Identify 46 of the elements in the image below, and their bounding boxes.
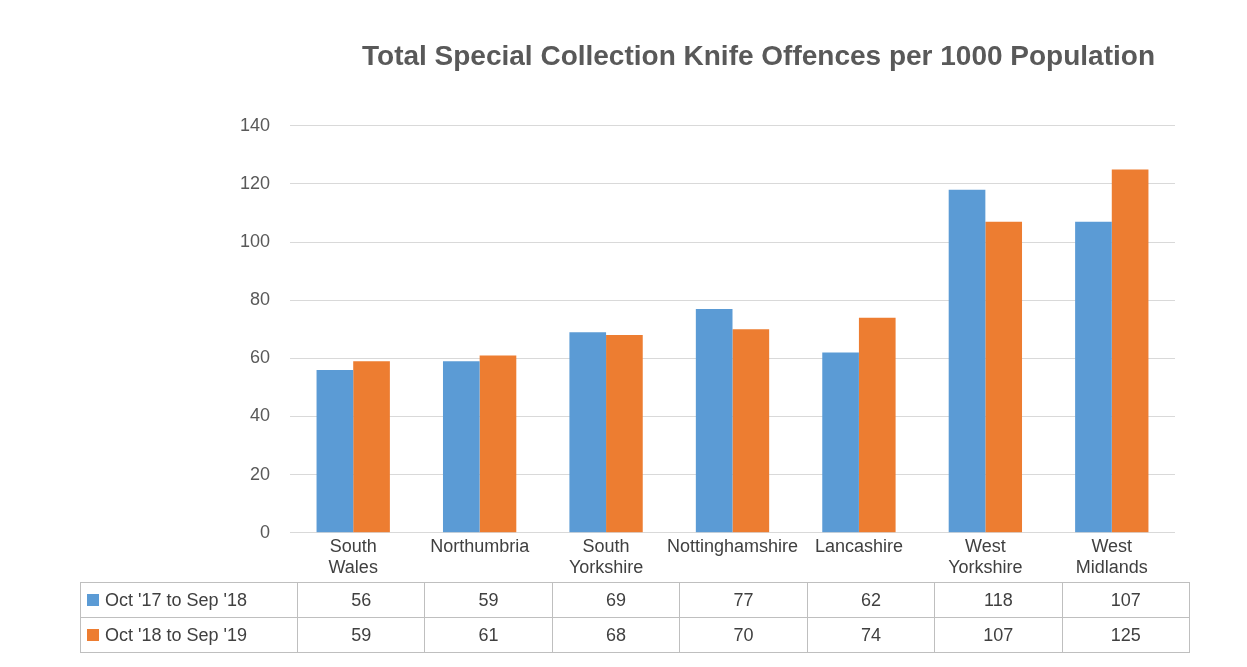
legend-label: Oct '17 to Sep '18 [80,582,298,618]
bar [858,317,896,533]
bar [695,308,733,533]
bar [353,361,390,533]
chart-title: Total Special Collection Knife Offences per 1000 Population [361,40,1156,72]
y-tick-label: 20 [249,463,270,484]
x-tick-label: Northumbria [430,535,531,556]
legend-label: Oct '18 to Sep '19 [80,617,298,653]
data-label: 125 [1062,617,1190,653]
data-label: 70 [679,617,808,653]
data-label: 56 [297,582,425,618]
x-tick-label: West Midlands [1075,535,1148,578]
y-tick-label: 120 [239,172,270,193]
data-label: 59 [297,617,425,653]
y-tick-label: 100 [239,231,270,252]
data-label: 107 [934,617,1063,653]
y-tick-label: 40 [249,405,270,426]
data-label: 68 [552,617,680,653]
bar [1111,169,1149,533]
x-tick-label: Lancashire [814,535,903,556]
y-tick-label: 80 [249,289,270,310]
bar [442,361,480,533]
data-label: 69 [552,582,680,618]
bar [732,329,770,533]
data-label: 59 [424,582,553,618]
bar [316,370,354,533]
x-tick-label: South Yorkshire [568,535,644,578]
y-tick-label: 140 [239,114,270,135]
bar [948,189,986,533]
data-label: 118 [934,582,1063,618]
x-tick-label: West Yorkshire [948,535,1023,578]
bar [822,352,859,533]
bar [1075,221,1112,533]
y-tick-label: 0 [259,521,270,542]
data-label: 62 [807,582,935,618]
bar [569,332,607,533]
bar [606,335,643,533]
x-tick-label: Nottinghamshire [666,535,799,556]
bar [479,355,517,533]
data-label: 107 [1062,582,1190,618]
data-label: 74 [807,617,935,653]
data-label: 77 [679,582,808,618]
x-tick-label: South Wales [328,535,378,578]
data-label: 61 [424,617,553,653]
bar [985,221,1023,533]
y-tick-label: 60 [249,347,270,368]
